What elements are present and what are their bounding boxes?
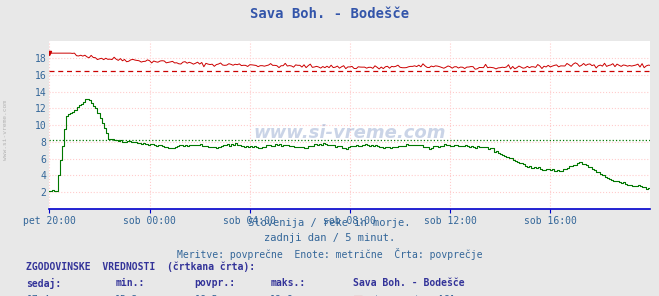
Text: 15,2: 15,2	[115, 295, 139, 296]
Text: ZGODOVINSKE  VREDNOSTI  (črtkana črta):: ZGODOVINSKE VREDNOSTI (črtkana črta):	[26, 262, 256, 272]
Text: zadnji dan / 5 minut.: zadnji dan / 5 minut.	[264, 233, 395, 243]
Text: temperatura[C]: temperatura[C]	[374, 295, 456, 296]
Text: www.si-vreme.com: www.si-vreme.com	[254, 124, 446, 142]
Text: 16,5: 16,5	[194, 295, 218, 296]
Text: Slovenija / reke in morje.: Slovenija / reke in morje.	[248, 218, 411, 228]
Text: Meritve: povprečne  Enote: metrične  Črta: povprečje: Meritve: povprečne Enote: metrične Črta:…	[177, 248, 482, 260]
Text: www.si-vreme.com: www.si-vreme.com	[3, 100, 8, 160]
Text: 18,6: 18,6	[270, 295, 294, 296]
Text: povpr.:: povpr.:	[194, 278, 235, 288]
Text: maks.:: maks.:	[270, 278, 305, 288]
Text: Sava Boh. - Bodešče: Sava Boh. - Bodešče	[353, 278, 464, 288]
Text: 17,4: 17,4	[26, 295, 50, 296]
Text: min.:: min.:	[115, 278, 145, 288]
Text: Sava Boh. - Bodešče: Sava Boh. - Bodešče	[250, 7, 409, 21]
Text: ■: ■	[353, 295, 363, 296]
Text: sedaj:: sedaj:	[26, 278, 61, 289]
